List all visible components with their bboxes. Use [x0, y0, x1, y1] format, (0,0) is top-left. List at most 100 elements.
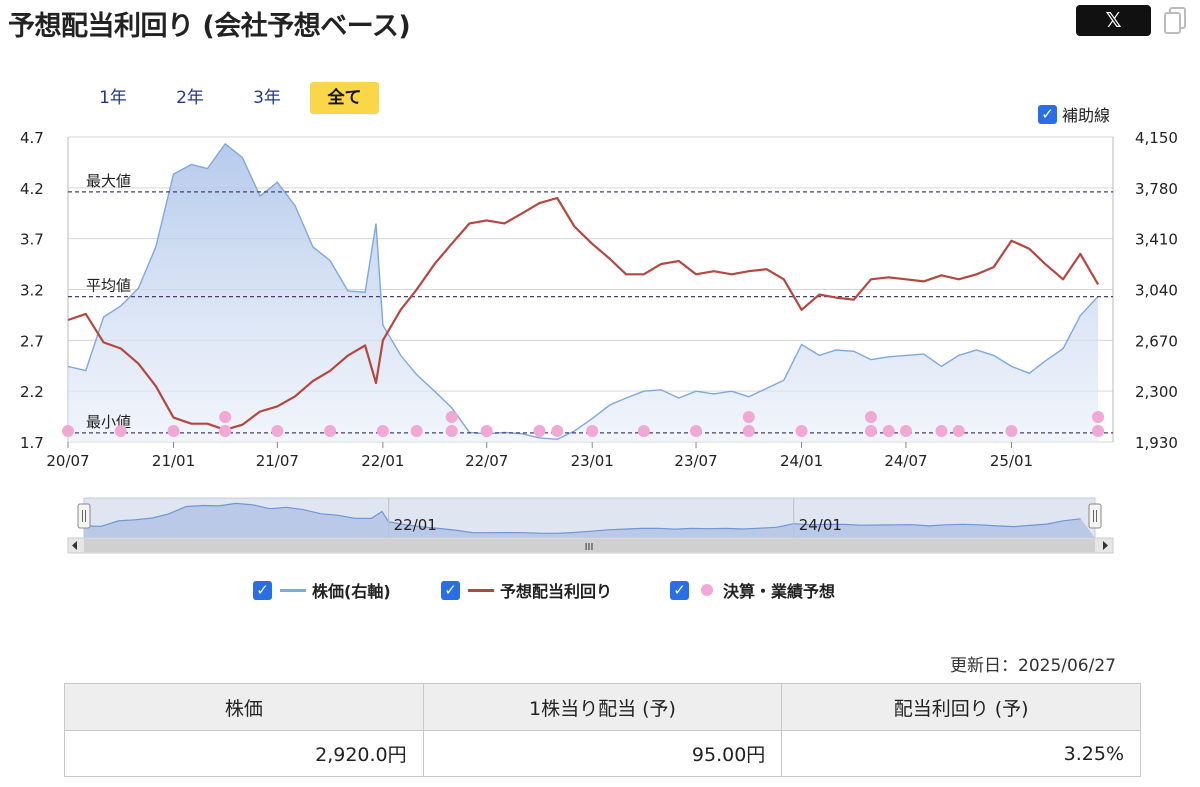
legend-item-earnings[interactable]: ✓ 決算・業績予想 [670, 578, 835, 602]
yield-series-line [67, 196, 1100, 431]
price-area [68, 143, 1099, 442]
earnings-marker [271, 425, 284, 437]
legend-price-line-icon [280, 589, 306, 592]
legend-earnings-dot-icon [701, 584, 713, 596]
legend-price-checkbox[interactable]: ✓ [253, 580, 272, 600]
summary-header-dividend: 1株当り配当 (予) [422, 683, 783, 731]
y-left-tick-label: 1.7 [20, 434, 44, 452]
period-1y-button[interactable]: 1年 [99, 88, 127, 108]
y-left-tick-label: 2.7 [20, 332, 44, 350]
y-right-tick-label: 3,040 [1135, 282, 1178, 300]
navigator-line [83, 502, 1081, 534]
earnings-marker [1092, 425, 1105, 437]
legend-item-price[interactable]: ✓ 株価(右軸) [253, 578, 391, 602]
earnings-marker [637, 425, 650, 437]
share-x-button[interactable]: 𝕏 [1076, 5, 1151, 36]
earnings-marker [690, 425, 703, 437]
y-right-tick-label: 3,410 [1135, 231, 1178, 249]
legend-yield-checkbox[interactable]: ✓ [441, 580, 460, 600]
earnings-marker [219, 411, 232, 423]
reference-line-label: 最大値 [86, 172, 131, 190]
scrollbar-grip: III [585, 542, 594, 553]
legend-yield-line-icon [468, 589, 494, 592]
navigator-area [84, 503, 1095, 538]
earnings-marker [1092, 411, 1105, 423]
y-right-tick-label: 4,150 [1135, 129, 1178, 147]
scrollbar-thumb [84, 539, 1095, 552]
summary-value-price: 2,920.0円 [64, 730, 424, 777]
scroll-right-arrow-icon [1103, 541, 1108, 550]
y-left-tick-label: 4.2 [20, 180, 44, 198]
y-right-tick-label: 1,930 [1135, 434, 1178, 452]
earnings-marker [952, 425, 965, 437]
aux-line-checkbox[interactable]: ✓ [1038, 104, 1057, 124]
earnings-marker [795, 425, 808, 437]
earnings-marker [864, 425, 877, 437]
legend-earnings-label: 決算・業績予想 [723, 582, 836, 601]
period-all-button[interactable]: 全て [310, 82, 379, 114]
summary-header-row: 株価 1株当り配当 (予) 配当利回り (予) [64, 683, 1141, 731]
legend-price-label: 株価(右軸) [312, 582, 391, 601]
earnings-marker [167, 425, 180, 437]
summary-value-row: 2,920.0円 95.00円 3.25% [64, 730, 1141, 777]
x-tick-label: 24/01 [780, 452, 823, 470]
y-right-tick-label: 2,670 [1135, 332, 1178, 350]
summary-table: 株価 1株当り配当 (予) 配当利回り (予) 2,920.0円 95.00円 … [64, 683, 1141, 777]
x-tick-label: 22/07 [465, 452, 508, 470]
earnings-marker [882, 425, 895, 437]
navigator-label: 24/01 [799, 516, 842, 534]
earnings-marker [445, 411, 458, 423]
earnings-marker [324, 425, 337, 437]
earnings-marker [114, 425, 127, 437]
x-tick-label: 21/07 [256, 452, 299, 470]
updated-date: 更新日：2025/06/27 [950, 656, 1116, 676]
summary-header-price: 株価 [64, 683, 424, 731]
x-tick-label: 23/07 [674, 452, 717, 470]
earnings-marker [480, 425, 493, 437]
earnings-marker [376, 425, 389, 437]
x-tick-label: 20/07 [46, 452, 89, 470]
period-2y-button[interactable]: 2年 [176, 88, 204, 108]
earnings-marker [410, 425, 423, 437]
x-tick-label: 25/01 [990, 452, 1033, 470]
earnings-marker [899, 425, 912, 437]
copy-icon[interactable] [1163, 7, 1187, 35]
earnings-marker [586, 425, 599, 437]
period-3y-button[interactable]: 3年 [253, 88, 281, 108]
legend-item-yield[interactable]: ✓ 予想配当利回り [441, 578, 612, 602]
x-tick-label: 21/01 [152, 452, 195, 470]
earnings-marker [864, 411, 877, 423]
y-left-tick-label: 3.7 [20, 231, 44, 249]
earnings-marker [1005, 425, 1018, 437]
x-tick-label: 22/01 [361, 452, 404, 470]
earnings-marker [219, 425, 232, 437]
legend-earnings-checkbox[interactable]: ✓ [670, 580, 689, 600]
scroll-left-arrow-icon [72, 541, 77, 550]
earnings-marker [742, 425, 755, 437]
x-tick-label: 24/07 [884, 452, 927, 470]
earnings-marker [742, 411, 755, 423]
aux-line-label: 補助線 [1062, 106, 1111, 125]
earnings-marker [533, 425, 546, 437]
y-left-tick-label: 4.7 [20, 129, 44, 147]
legend-yield-label: 予想配当利回り [500, 582, 613, 601]
yield-chart: 4.7 4.2 3.7 3.2 2.7 2.2 1.7 4,150 3,780 3,410 3,04… [20, 129, 1178, 554]
y-left-tick-label: 2.2 [20, 383, 44, 401]
earnings-marker [935, 425, 948, 437]
y-right-tick-label: 2,300 [1135, 383, 1178, 401]
y-left-tick-label: 3.2 [20, 282, 44, 300]
summary-value-yield: 3.25% [781, 730, 1141, 777]
earnings-marker [551, 425, 564, 437]
summary-header-yield: 配当利回り (予) [781, 683, 1141, 731]
page-title: 予想配当利回り (会社予想ベース) [8, 11, 411, 42]
price-series-line [67, 142, 1099, 441]
aux-line-toggle[interactable]: ✓ 補助線 [1038, 102, 1110, 126]
y-right-tick-label: 3,780 [1135, 180, 1178, 198]
navigator-label: 22/01 [394, 516, 437, 534]
navigator-handle [77, 503, 91, 529]
summary-value-dividend: 95.00円 [422, 730, 783, 777]
x-tick-label: 23/01 [571, 452, 614, 470]
earnings-marker [62, 425, 74, 437]
earnings-marker [445, 425, 458, 437]
reference-line-label: 平均値 [86, 277, 131, 295]
